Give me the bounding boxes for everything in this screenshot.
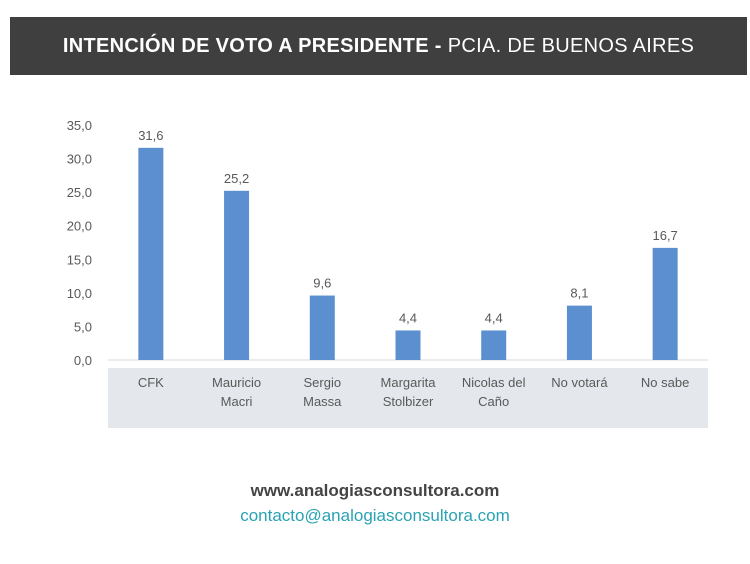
y-tick-label: 20,0 xyxy=(67,219,92,234)
website-link[interactable]: www.analogiasconsultora.com xyxy=(250,481,500,500)
y-tick-label: 15,0 xyxy=(67,252,92,267)
x-tick-label: Margarita xyxy=(381,375,437,390)
bar-value-label: 31,6 xyxy=(138,128,163,143)
category-axis-band xyxy=(108,368,708,428)
bar-value-label: 4,4 xyxy=(485,310,503,325)
y-tick-label: 10,0 xyxy=(67,286,92,301)
bar-value-label: 25,2 xyxy=(224,171,249,186)
x-tick-label: Nicolas del xyxy=(462,375,526,390)
x-tick-label: CFK xyxy=(138,375,164,390)
bar xyxy=(138,147,164,360)
bar xyxy=(481,330,507,360)
chart-title-bar: INTENCIÓN DE VOTO A PRESIDENTE - PCIA. D… xyxy=(10,17,747,75)
chart-subtitle: PCIA. DE BUENOS AIRES xyxy=(447,34,695,57)
y-tick-label: 25,0 xyxy=(67,185,92,200)
bar xyxy=(395,330,421,360)
x-tick-label: Sergio xyxy=(303,375,341,390)
x-tick-label: No sabe xyxy=(641,375,689,390)
x-tick-label: Massa xyxy=(303,394,342,409)
bar xyxy=(224,190,250,360)
x-tick-label: Macri xyxy=(221,394,253,409)
bar xyxy=(566,305,592,360)
bar-value-label: 9,6 xyxy=(313,276,331,291)
bar xyxy=(309,295,335,360)
x-tick-label: Mauricio xyxy=(212,375,261,390)
y-tick-label: 0,0 xyxy=(74,353,92,368)
bar xyxy=(652,247,678,360)
x-tick-label: No votará xyxy=(551,375,608,390)
y-tick-label: 35,0 xyxy=(67,118,92,133)
bar-value-label: 4,4 xyxy=(399,310,417,325)
email-link[interactable]: contacto@analogiasconsultora.com xyxy=(240,506,510,525)
y-tick-label: 30,0 xyxy=(67,152,92,167)
bar-value-label: 8,1 xyxy=(570,286,588,301)
bar-value-label: 16,7 xyxy=(652,228,677,243)
y-tick-label: 5,0 xyxy=(74,319,92,334)
x-tick-label: Stolbizer xyxy=(383,394,434,409)
x-tick-label: Caño xyxy=(478,394,509,409)
chart-title: INTENCIÓN DE VOTO A PRESIDENTE - xyxy=(62,34,442,57)
